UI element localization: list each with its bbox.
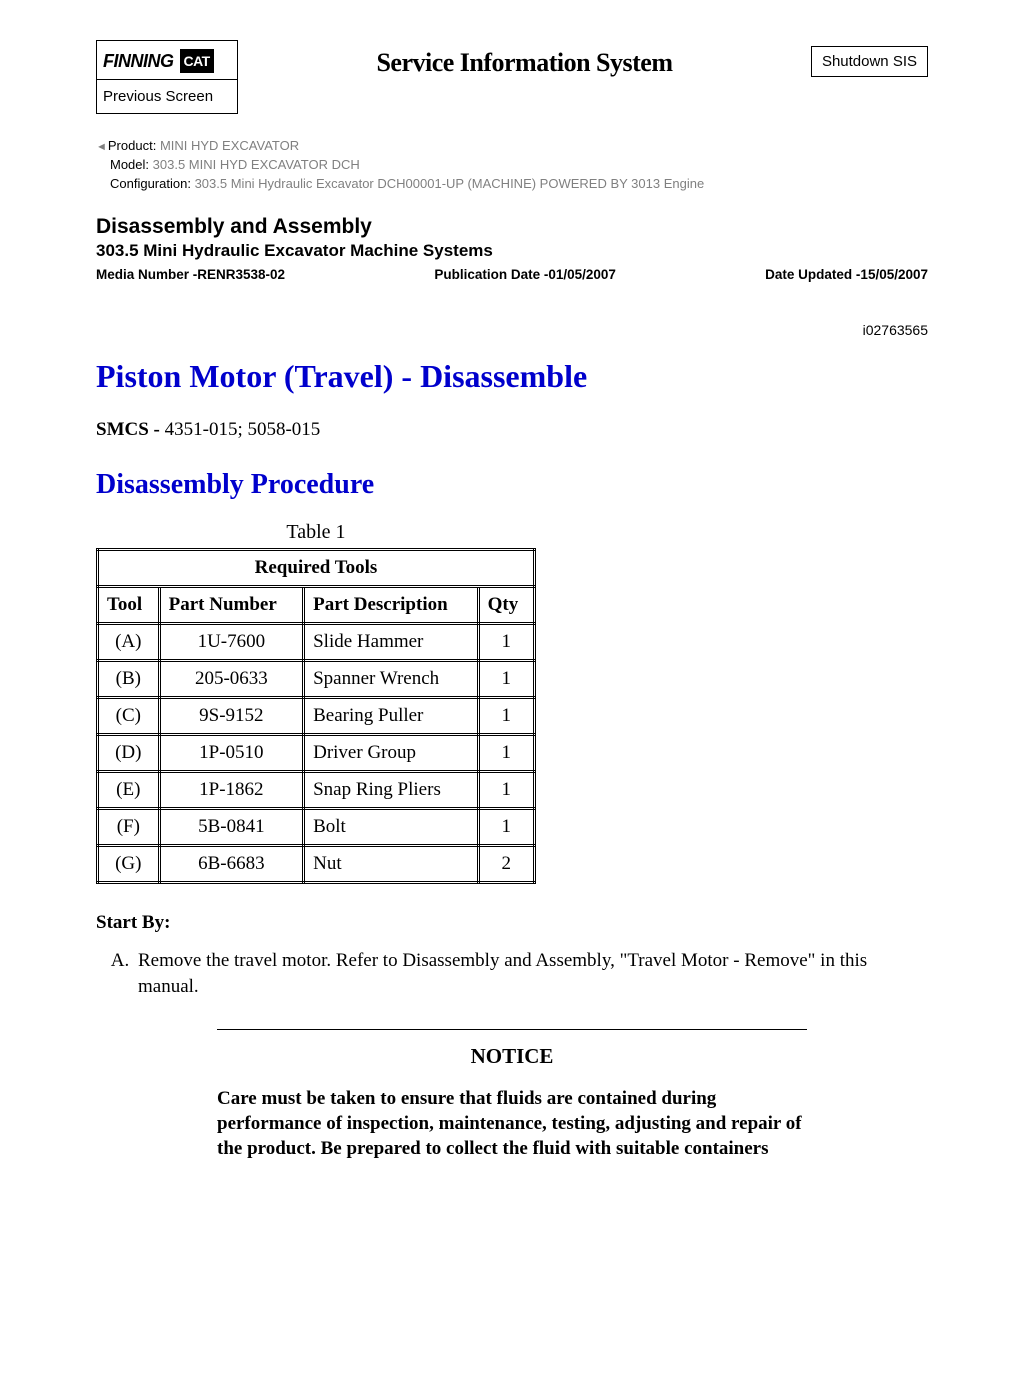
finning-logo-text: FINNING	[103, 51, 174, 72]
col-tool: Tool	[98, 587, 160, 624]
table-row: (D) 1P-0510 Driver Group 1	[98, 735, 535, 772]
notice-divider	[217, 1029, 807, 1030]
notice-heading: NOTICE	[217, 1044, 807, 1069]
col-part-number: Part Number	[159, 587, 304, 624]
meta-model-label: Model:	[110, 157, 149, 172]
meta-model-value: 303.5 MINI HYD EXCAVATOR DCH	[153, 157, 360, 172]
start-by-item: Remove the travel motor. Refer to Disass…	[134, 948, 928, 999]
back-arrow-icon[interactable]: ◄	[96, 141, 107, 153]
table-row: (B) 205-0633 Spanner Wrench 1	[98, 661, 535, 698]
publication-date: Publication Date -01/05/2007	[434, 267, 616, 282]
section-heading: Disassembly and Assembly	[96, 215, 928, 239]
media-number: Media Number -RENR3538-02	[96, 267, 285, 282]
notice-body: Care must be taken to ensure that fluids…	[217, 1087, 807, 1161]
meta-config-label: Configuration:	[110, 176, 191, 191]
col-part-description: Part Description	[304, 587, 479, 624]
meta-product-label: Product:	[108, 138, 156, 153]
cat-logo: CAT	[180, 49, 214, 73]
smcs-label: SMCS -	[96, 419, 160, 440]
table-row: (E) 1P-1862 Snap Ring Pliers 1	[98, 772, 535, 809]
start-by-list: Remove the travel motor. Refer to Disass…	[96, 948, 928, 999]
table-caption: Table 1	[96, 521, 536, 544]
logo-block: FINNING CAT Previous Screen	[96, 40, 238, 114]
date-updated: Date Updated -15/05/2007	[765, 267, 928, 282]
table-title: Required Tools	[98, 550, 535, 587]
shutdown-sis-button[interactable]: Shutdown SIS	[811, 46, 928, 77]
meta-config-value: 303.5 Mini Hydraulic Excavator DCH00001-…	[195, 176, 705, 191]
col-qty: Qty	[478, 587, 534, 624]
table-row: (G) 6B-6683 Nut 2	[98, 846, 535, 883]
start-by-label: Start By:	[96, 912, 928, 934]
reference-id: i02763565	[96, 322, 928, 338]
page-title: Piston Motor (Travel) - Disassemble	[96, 358, 928, 395]
table-row: (C) 9S-9152 Bearing Puller 1	[98, 698, 535, 735]
section-subheading: 303.5 Mini Hydraulic Excavator Machine S…	[96, 241, 928, 261]
smcs-value: 4351-015; 5058-015	[160, 419, 320, 440]
procedure-title: Disassembly Procedure	[96, 469, 928, 501]
previous-screen-link[interactable]: Previous Screen	[97, 80, 237, 113]
table-row: (F) 5B-0841 Bolt 1	[98, 809, 535, 846]
table-row: (A) 1U-7600 Slide Hammer 1	[98, 624, 535, 661]
sis-title: Service Information System	[376, 48, 672, 78]
required-tools-table: Required Tools Tool Part Number Part Des…	[96, 548, 536, 884]
meta-product-value: MINI HYD EXCAVATOR	[160, 138, 299, 153]
